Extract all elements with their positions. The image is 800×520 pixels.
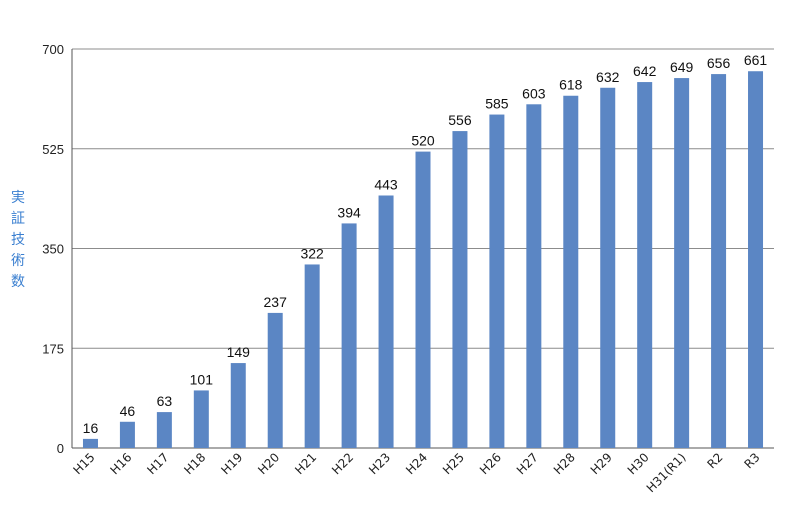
y-axis-label-char: 証 [11, 211, 25, 227]
bar [526, 104, 542, 448]
bar [82, 438, 98, 448]
y-tick-label: 700 [42, 42, 64, 57]
x-tick-label: H20 [255, 450, 282, 477]
data-label: 642 [633, 63, 657, 79]
data-label: 101 [190, 371, 214, 387]
bar [674, 78, 690, 448]
y-axis-label-char: 実 [11, 190, 25, 206]
data-label: 46 [120, 403, 136, 419]
bar [341, 223, 357, 448]
bar [489, 114, 505, 449]
x-tick-label: H17 [144, 450, 171, 477]
data-label: 618 [559, 77, 583, 93]
bar [637, 82, 653, 448]
data-label: 649 [670, 59, 694, 75]
bar [452, 131, 468, 448]
x-tick-label: H30 [625, 450, 652, 477]
data-label: 661 [744, 52, 768, 68]
data-label: 149 [227, 344, 251, 360]
x-tick-label: H16 [107, 450, 134, 477]
y-axis-label-char: 数 [11, 274, 25, 290]
bar [304, 264, 320, 448]
bar [600, 87, 616, 448]
y-axis-label-char: 術 [11, 253, 25, 269]
bar [748, 71, 764, 448]
data-label: 322 [300, 245, 324, 261]
x-tick-label: H31(R1) [644, 450, 689, 495]
x-tick-label: H23 [366, 450, 393, 477]
bar [563, 95, 579, 449]
x-tick-label: H18 [181, 450, 208, 477]
bar [378, 195, 394, 448]
data-label: 603 [522, 85, 546, 101]
x-tick-label: H24 [403, 450, 430, 477]
x-tick-label: H29 [588, 450, 615, 477]
x-tick-label: R2 [704, 450, 725, 471]
bar [156, 412, 172, 448]
y-tick-label: 175 [42, 341, 64, 356]
data-label: 63 [157, 393, 173, 409]
bar [119, 421, 135, 448]
data-label: 16 [83, 420, 99, 436]
y-axis-label: 実 証 技 術 数 [4, 188, 32, 293]
y-axis-label-char: 技 [11, 232, 25, 248]
x-tick-label: H19 [218, 450, 245, 477]
bar [415, 151, 431, 448]
data-label: 585 [485, 96, 509, 112]
data-label: 237 [264, 294, 288, 310]
data-label: 656 [707, 55, 731, 71]
x-tick-label: H21 [292, 450, 319, 477]
data-label: 556 [448, 112, 472, 128]
x-tick-label: R3 [741, 450, 762, 471]
data-label: 443 [374, 176, 398, 192]
x-tick-label: H28 [551, 450, 578, 477]
x-tick-label: H27 [514, 450, 541, 477]
bar [230, 363, 246, 448]
data-label: 394 [337, 204, 361, 220]
data-label: 632 [596, 69, 620, 85]
data-label: 520 [411, 133, 435, 149]
y-tick-label: 525 [42, 142, 64, 157]
y-tick-label: 0 [57, 441, 64, 456]
x-tick-label: H26 [477, 450, 504, 477]
bar [193, 390, 209, 448]
bar [267, 312, 283, 448]
x-tick-label: H22 [329, 450, 356, 477]
x-tick-label: H15 [71, 450, 98, 477]
y-tick-label: 350 [42, 242, 64, 257]
x-tick-label: H25 [440, 450, 467, 477]
bar [711, 74, 727, 448]
